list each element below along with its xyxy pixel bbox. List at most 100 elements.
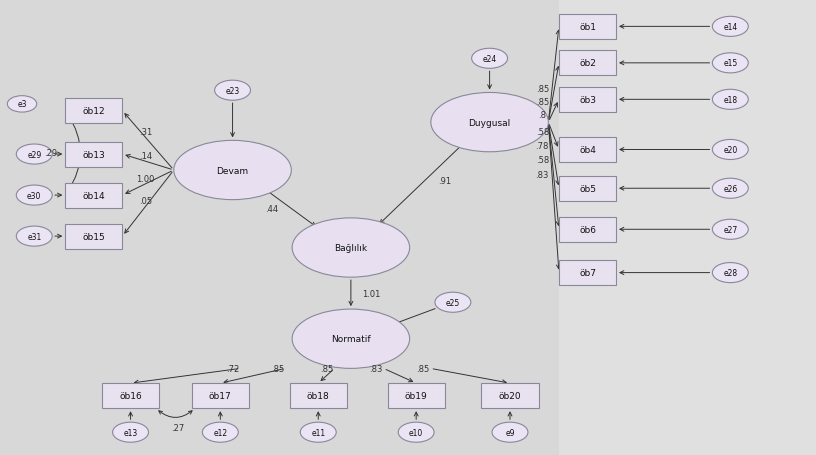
Text: öb2: öb2 xyxy=(579,59,596,68)
FancyBboxPatch shape xyxy=(290,383,347,409)
Circle shape xyxy=(712,140,748,160)
Text: öb5: öb5 xyxy=(579,184,596,193)
Text: e11: e11 xyxy=(311,428,326,437)
Text: e18: e18 xyxy=(723,96,738,105)
Text: .58: .58 xyxy=(535,128,549,137)
Text: .31: .31 xyxy=(139,128,152,137)
Text: e31: e31 xyxy=(27,232,42,241)
Text: Duygusal: Duygusal xyxy=(468,118,511,127)
FancyBboxPatch shape xyxy=(559,15,616,40)
Text: 1.01: 1.01 xyxy=(362,289,380,298)
Text: .85: .85 xyxy=(535,98,549,106)
Ellipse shape xyxy=(174,141,291,200)
Text: öb17: öb17 xyxy=(209,391,232,400)
Circle shape xyxy=(712,179,748,199)
Text: öb3: öb3 xyxy=(579,96,596,105)
Text: e30: e30 xyxy=(27,191,42,200)
Text: Bağlılık: Bağlılık xyxy=(335,243,367,253)
Text: öb18: öb18 xyxy=(307,391,330,400)
Text: öb16: öb16 xyxy=(119,391,142,400)
Text: e9: e9 xyxy=(505,428,515,437)
FancyBboxPatch shape xyxy=(102,383,159,409)
FancyBboxPatch shape xyxy=(559,137,616,163)
Text: .44: .44 xyxy=(264,205,278,214)
Text: öb6: öb6 xyxy=(579,225,596,234)
Text: öb20: öb20 xyxy=(499,391,521,400)
FancyBboxPatch shape xyxy=(481,383,539,409)
Text: e20: e20 xyxy=(723,146,738,155)
Text: e3: e3 xyxy=(17,100,27,109)
Ellipse shape xyxy=(431,93,548,152)
Circle shape xyxy=(202,422,238,442)
Circle shape xyxy=(398,422,434,442)
FancyBboxPatch shape xyxy=(559,217,616,242)
Text: öb12: öb12 xyxy=(82,107,105,116)
Circle shape xyxy=(712,54,748,74)
Text: e25: e25 xyxy=(446,298,460,307)
Text: .72: .72 xyxy=(226,364,239,374)
Text: öb13: öb13 xyxy=(82,150,105,159)
Text: 1.00: 1.00 xyxy=(136,174,155,183)
Text: e14: e14 xyxy=(723,23,738,32)
Text: .05: .05 xyxy=(139,197,152,206)
FancyBboxPatch shape xyxy=(65,99,122,124)
Circle shape xyxy=(472,49,508,69)
Circle shape xyxy=(712,17,748,37)
Text: e28: e28 xyxy=(723,268,738,278)
Text: e10: e10 xyxy=(409,428,424,437)
Text: .29: .29 xyxy=(44,149,57,158)
Text: .27: .27 xyxy=(171,423,184,432)
Circle shape xyxy=(492,422,528,442)
FancyBboxPatch shape xyxy=(388,383,445,409)
Text: e27: e27 xyxy=(723,225,738,234)
Circle shape xyxy=(712,263,748,283)
FancyBboxPatch shape xyxy=(559,177,616,201)
Text: öb15: öb15 xyxy=(82,232,105,241)
Ellipse shape xyxy=(292,309,410,369)
Text: öb7: öb7 xyxy=(579,268,596,278)
Text: .78: .78 xyxy=(535,142,549,151)
Text: .83: .83 xyxy=(535,171,549,180)
Circle shape xyxy=(7,96,37,113)
Text: e26: e26 xyxy=(723,184,738,193)
Text: Devam: Devam xyxy=(216,166,249,175)
Circle shape xyxy=(16,145,52,165)
FancyBboxPatch shape xyxy=(65,224,122,249)
Text: e15: e15 xyxy=(723,59,738,68)
Text: öb1: öb1 xyxy=(579,23,596,32)
FancyBboxPatch shape xyxy=(65,142,122,167)
Text: öb19: öb19 xyxy=(405,391,428,400)
Text: öb4: öb4 xyxy=(579,146,596,155)
Text: .58: .58 xyxy=(535,156,549,165)
Circle shape xyxy=(712,90,748,110)
Circle shape xyxy=(16,227,52,247)
Text: .91: .91 xyxy=(438,177,451,185)
Text: .83: .83 xyxy=(369,364,382,374)
Text: .14: .14 xyxy=(139,152,152,161)
Text: e24: e24 xyxy=(482,55,497,64)
Text: .85: .85 xyxy=(320,364,333,374)
Circle shape xyxy=(16,186,52,206)
Text: e12: e12 xyxy=(213,428,228,437)
Text: e13: e13 xyxy=(123,428,138,437)
Circle shape xyxy=(113,422,149,442)
Circle shape xyxy=(712,220,748,240)
FancyBboxPatch shape xyxy=(192,383,249,409)
Text: e29: e29 xyxy=(27,150,42,159)
Text: .85: .85 xyxy=(535,85,549,94)
FancyBboxPatch shape xyxy=(559,88,616,113)
Text: .8: .8 xyxy=(539,111,546,119)
Circle shape xyxy=(435,293,471,313)
Text: .85: .85 xyxy=(271,364,284,374)
FancyBboxPatch shape xyxy=(65,183,122,208)
FancyBboxPatch shape xyxy=(559,51,616,76)
Text: Normatif: Normatif xyxy=(331,334,370,344)
Circle shape xyxy=(215,81,251,101)
Ellipse shape xyxy=(292,218,410,278)
Text: .85: .85 xyxy=(415,364,429,374)
Text: öb14: öb14 xyxy=(82,191,105,200)
FancyBboxPatch shape xyxy=(559,260,616,286)
FancyBboxPatch shape xyxy=(559,0,816,455)
Text: e23: e23 xyxy=(225,86,240,96)
Circle shape xyxy=(300,422,336,442)
